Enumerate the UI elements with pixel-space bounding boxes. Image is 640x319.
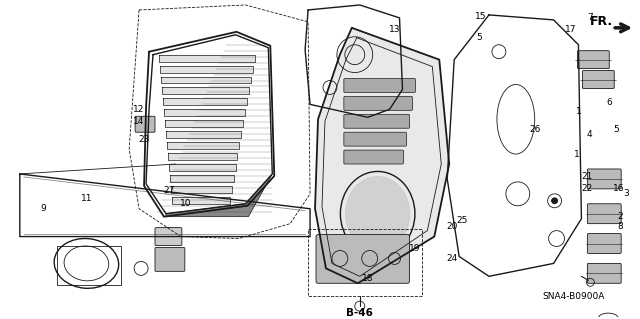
Text: 18: 18 (362, 274, 374, 283)
Bar (159, 55, 255, 62)
Bar (166, 131, 241, 138)
Bar (161, 77, 252, 84)
Text: 5: 5 (613, 125, 619, 134)
FancyBboxPatch shape (344, 96, 412, 110)
Text: 20: 20 (447, 222, 458, 231)
FancyBboxPatch shape (588, 263, 621, 283)
Bar (171, 186, 232, 193)
Text: FR.: FR. (589, 15, 613, 28)
Bar (167, 142, 239, 149)
Text: 21: 21 (582, 173, 593, 182)
Text: 3: 3 (623, 189, 629, 198)
FancyBboxPatch shape (577, 51, 609, 69)
Bar (308, 229, 422, 296)
Text: 1: 1 (573, 150, 579, 159)
FancyBboxPatch shape (582, 70, 614, 88)
Text: 11: 11 (81, 194, 92, 203)
Text: 17: 17 (564, 25, 576, 34)
Text: 13: 13 (388, 25, 400, 34)
Polygon shape (315, 28, 449, 283)
Text: 5: 5 (476, 33, 482, 42)
Text: 1: 1 (575, 107, 581, 116)
FancyBboxPatch shape (344, 150, 403, 164)
Text: 7: 7 (588, 13, 593, 22)
FancyBboxPatch shape (588, 234, 621, 254)
Text: 6: 6 (606, 98, 612, 107)
Text: 19: 19 (409, 244, 420, 253)
Text: 16: 16 (613, 184, 625, 193)
Bar (168, 153, 237, 160)
Polygon shape (166, 174, 272, 217)
FancyBboxPatch shape (316, 234, 410, 283)
Text: 24: 24 (447, 254, 458, 263)
Text: SNA4-B0900A: SNA4-B0900A (542, 292, 605, 301)
Text: 15: 15 (476, 12, 487, 21)
Bar (165, 120, 243, 127)
Bar (160, 66, 253, 72)
Bar (164, 109, 246, 116)
Text: 8: 8 (618, 222, 623, 231)
FancyBboxPatch shape (135, 116, 155, 132)
Bar (170, 175, 234, 182)
Text: 27: 27 (163, 186, 175, 195)
Text: 26: 26 (529, 125, 540, 134)
FancyBboxPatch shape (588, 169, 621, 189)
Text: 14: 14 (133, 117, 145, 126)
Text: 10: 10 (180, 199, 191, 208)
Text: 23: 23 (138, 135, 150, 144)
Text: 4: 4 (586, 130, 592, 139)
FancyBboxPatch shape (344, 114, 410, 128)
Text: 22: 22 (582, 184, 593, 193)
FancyBboxPatch shape (155, 228, 182, 246)
Bar (169, 164, 236, 171)
FancyBboxPatch shape (588, 204, 621, 224)
Text: 25: 25 (456, 216, 468, 225)
FancyBboxPatch shape (344, 78, 415, 93)
Text: 9: 9 (41, 204, 47, 213)
FancyBboxPatch shape (155, 248, 185, 271)
Bar (172, 197, 230, 204)
Circle shape (552, 198, 557, 204)
Ellipse shape (346, 176, 410, 251)
Bar (163, 98, 248, 105)
Text: 2: 2 (618, 212, 623, 221)
Text: 12: 12 (133, 105, 145, 114)
Bar (56, 246, 121, 285)
Text: B-46: B-46 (346, 308, 373, 318)
Bar (162, 87, 250, 94)
FancyBboxPatch shape (344, 132, 406, 146)
